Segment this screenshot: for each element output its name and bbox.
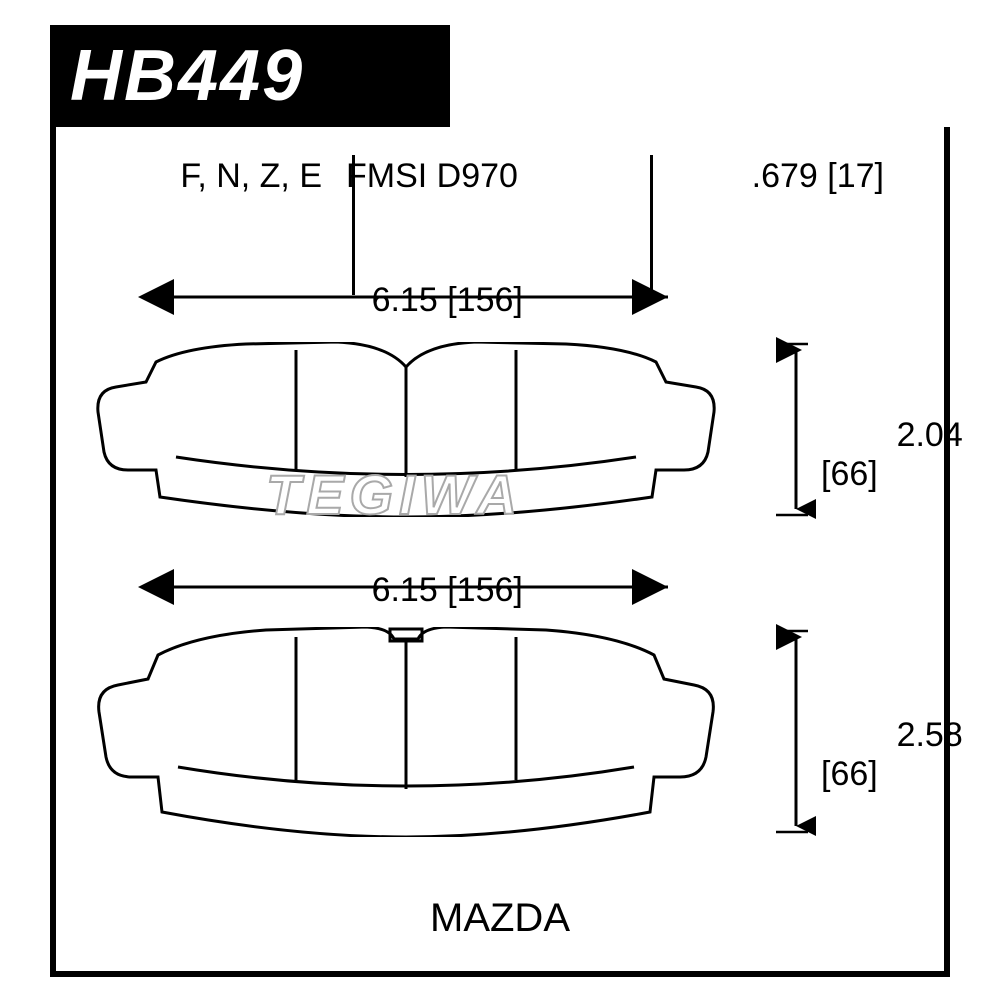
part-number-header: HB449 (50, 25, 450, 127)
diagram-frame: F, N, Z, E FMSI D970 .679 [17] (50, 127, 950, 977)
part-number: HB449 (70, 35, 430, 117)
height-arrow-1 (776, 332, 816, 527)
diagram-area: 6.15 [156] (96, 247, 916, 877)
fmsi-label: FMSI D970 (346, 157, 752, 196)
brand-label: MAZDA (56, 896, 944, 941)
watermark: TEGIWA (266, 462, 523, 527)
spec-sheet: HB449 F, N, Z, E FMSI D970 .679 [17] (50, 25, 950, 975)
brake-pad-2 (96, 627, 716, 837)
height-arrow-2 (776, 619, 816, 844)
info-row: F, N, Z, E FMSI D970 .679 [17] (56, 127, 944, 196)
thickness-label: .679 [17] (752, 157, 894, 196)
height-label-2: 2.58[66] (821, 677, 963, 833)
height-label-1: 2.04[66] (821, 377, 963, 533)
compounds-label: F, N, Z, E (106, 157, 346, 196)
